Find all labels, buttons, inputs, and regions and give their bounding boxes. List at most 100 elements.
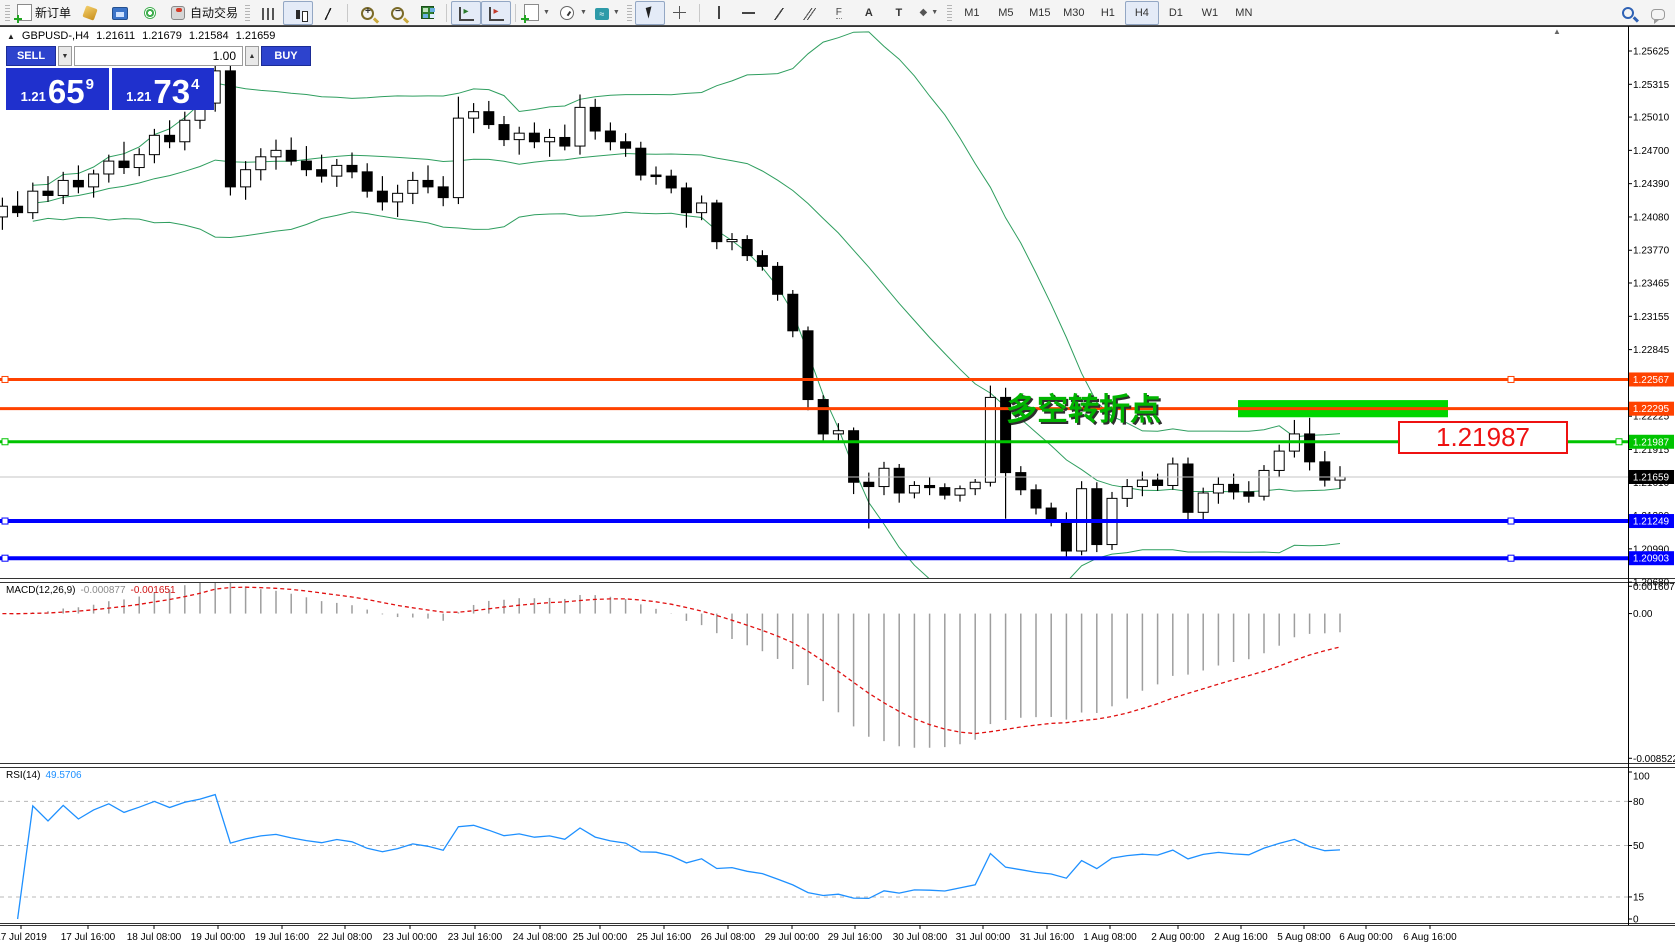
svg-text:1.22295: 1.22295 xyxy=(1633,404,1670,415)
tf-m30-button[interactable]: M30 xyxy=(1057,1,1091,25)
tf-label: W1 xyxy=(1201,6,1219,19)
svg-text:1.25625: 1.25625 xyxy=(1633,47,1670,58)
indicators-button[interactable]: ≈ ▼ xyxy=(591,1,624,25)
tf-w1-button[interactable]: W1 xyxy=(1193,1,1227,25)
turning-point-annotation[interactable]: 多空转折点 xyxy=(1006,392,1161,427)
tf-label: M30 xyxy=(1063,6,1085,19)
templates-button[interactable]: ▼ xyxy=(520,1,554,25)
cursor-icon xyxy=(645,6,655,19)
line-handle[interactable] xyxy=(1,554,9,562)
macd-value-2: -0.001651 xyxy=(130,585,176,596)
autotrading-button[interactable]: 自动交易 xyxy=(165,1,242,25)
toolbar-grip[interactable] xyxy=(626,4,632,21)
ohlc-low: 1.21584 xyxy=(188,30,229,42)
tf-m1-button[interactable]: M1 xyxy=(955,1,989,25)
macd-panel[interactable] xyxy=(2,572,1341,748)
shapes-icon: ◆ xyxy=(919,7,928,18)
svg-text:25 Jul 00:00: 25 Jul 00:00 xyxy=(573,932,628,943)
toolbar-grip[interactable] xyxy=(245,4,251,21)
buy-button[interactable]: BUY xyxy=(261,46,311,66)
buy-price-small: 1.21 xyxy=(126,89,152,104)
buy-price-button[interactable]: 1.21 73 4 xyxy=(111,68,214,110)
panel-frame xyxy=(0,26,1675,926)
terminal-button[interactable] xyxy=(105,1,135,25)
volume-decrease-button[interactable]: ▼ xyxy=(58,46,72,66)
text-tool-button[interactable]: A xyxy=(854,1,884,25)
line-handle[interactable] xyxy=(1,375,9,383)
search-button[interactable] xyxy=(1613,1,1643,25)
text-label-icon: T xyxy=(895,6,903,19)
rsi-panel[interactable] xyxy=(0,793,1628,920)
bar-chart-icon xyxy=(261,7,275,20)
tf-label: M5 xyxy=(998,6,1014,19)
tile-windows-button[interactable] xyxy=(412,1,442,25)
sell-price-button[interactable]: 1.21 65 9 xyxy=(6,68,109,110)
buy-price-sup: 4 xyxy=(191,76,200,93)
market-watch-button[interactable] xyxy=(75,1,105,25)
tf-h4-button[interactable]: H4 xyxy=(1124,0,1159,25)
sell-button-label: SELL xyxy=(16,50,46,62)
channel-button[interactable] xyxy=(794,1,824,25)
crosshair-icon xyxy=(673,6,687,19)
new-order-button[interactable]: 新订单 xyxy=(13,1,75,25)
tf-d1-button[interactable]: D1 xyxy=(1159,1,1193,25)
toolbar-grip[interactable] xyxy=(946,4,952,21)
vertical-line-button[interactable] xyxy=(704,1,734,25)
main-price-panel[interactable] xyxy=(0,31,1628,604)
svg-text:19 Jul 16:00: 19 Jul 16:00 xyxy=(255,932,310,943)
price-axis[interactable]: 1.25625 1.25315 1.25010 1.24700 1.24390 1.240… xyxy=(1628,47,1675,926)
new-order-label: 新订单 xyxy=(35,6,72,20)
tf-mn-button[interactable]: MN xyxy=(1227,1,1261,25)
line-chart-button[interactable] xyxy=(313,1,343,25)
svg-text:31 Jul 16:00: 31 Jul 16:00 xyxy=(1020,932,1075,943)
line-handle[interactable] xyxy=(1,517,9,525)
cursor-button[interactable] xyxy=(634,0,665,25)
tf-m15-button[interactable]: M15 xyxy=(1023,1,1057,25)
candlestick-chart-button[interactable] xyxy=(283,0,314,25)
horizontal-line-button[interactable] xyxy=(734,1,764,25)
time-axis[interactable]: 17 Jul 2019 17 Jul 16:00 18 Jul 08:00 19 Ju… xyxy=(0,925,1457,943)
line-handle[interactable] xyxy=(1507,375,1515,383)
auto-scroll-button[interactable] xyxy=(451,0,482,25)
zoom-in-button[interactable] xyxy=(352,1,382,25)
chat-button[interactable] xyxy=(1643,1,1673,25)
vertical-line-icon xyxy=(717,6,720,19)
collapse-panel-icon[interactable]: ▲ xyxy=(7,31,15,41)
tf-label: H4 xyxy=(1134,6,1149,19)
svg-text:0.00: 0.00 xyxy=(1633,609,1653,620)
volume-input[interactable] xyxy=(74,46,243,66)
crosshair-button[interactable] xyxy=(665,1,695,25)
svg-text:15: 15 xyxy=(1633,892,1645,903)
sell-button[interactable]: SELL xyxy=(6,46,56,66)
svg-text:1.25315: 1.25315 xyxy=(1633,80,1670,91)
tf-h1-button[interactable]: H1 xyxy=(1091,1,1125,25)
toolbar-grip[interactable] xyxy=(5,4,10,21)
line-handle[interactable] xyxy=(1507,517,1515,525)
signals-button[interactable] xyxy=(135,1,165,25)
new-order-icon xyxy=(14,4,32,23)
bar-chart-button[interactable] xyxy=(253,1,283,25)
tf-m5-button[interactable]: M5 xyxy=(989,1,1023,25)
line-handle[interactable] xyxy=(1507,554,1515,562)
chart-shift-button[interactable] xyxy=(481,0,512,25)
period-button[interactable]: ▼ xyxy=(554,1,591,25)
price-level-flag[interactable]: 1.21987 xyxy=(1398,421,1568,454)
zoom-out-icon xyxy=(391,6,405,20)
shapes-button[interactable]: ◆ ▼ xyxy=(914,1,944,25)
zoom-out-button[interactable] xyxy=(382,1,412,25)
volume-increase-button[interactable]: ▲ xyxy=(245,46,259,66)
line-handle[interactable] xyxy=(1,438,9,446)
tf-label: MN xyxy=(1235,6,1253,19)
svg-text:25 Jul 16:00: 25 Jul 16:00 xyxy=(637,932,692,943)
search-icon xyxy=(1622,6,1634,19)
tf-label: D1 xyxy=(1168,6,1183,19)
auto-scroll-icon xyxy=(458,6,474,21)
fibonacci-button[interactable]: F xyxy=(824,1,854,25)
svg-text:17 Jul 16:00: 17 Jul 16:00 xyxy=(61,932,116,943)
svg-text:0.001607: 0.001607 xyxy=(1633,582,1675,593)
trendline-button[interactable] xyxy=(764,1,794,25)
svg-text:1.23770: 1.23770 xyxy=(1633,246,1670,257)
text-label-button[interactable]: T xyxy=(884,1,914,25)
line-handle[interactable] xyxy=(1615,438,1623,446)
